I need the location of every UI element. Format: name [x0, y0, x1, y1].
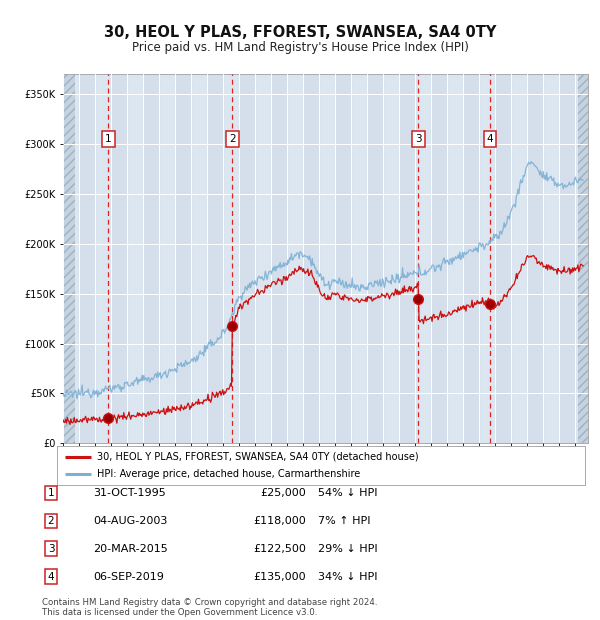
Text: 2: 2	[229, 134, 236, 144]
Text: This data is licensed under the Open Government Licence v3.0.: This data is licensed under the Open Gov…	[42, 608, 317, 617]
Text: £118,000: £118,000	[253, 516, 306, 526]
Bar	[79, 74, 95, 443]
Text: 06-SEP-2019: 06-SEP-2019	[93, 572, 164, 582]
Text: 29% ↓ HPI: 29% ↓ HPI	[318, 544, 377, 554]
Text: 4: 4	[47, 572, 55, 582]
Text: 04-AUG-2003: 04-AUG-2003	[93, 516, 167, 526]
Text: HPI: Average price, detached house, Carmarthenshire: HPI: Average price, detached house, Carm…	[97, 469, 360, 479]
Text: 1: 1	[47, 488, 55, 498]
Text: 34% ↓ HPI: 34% ↓ HPI	[318, 572, 377, 582]
Text: 1: 1	[105, 134, 112, 144]
Bar	[399, 74, 415, 443]
Bar	[495, 74, 511, 443]
Text: 4: 4	[487, 134, 493, 144]
Bar	[207, 74, 223, 443]
Bar	[63, 74, 75, 443]
Bar	[143, 74, 159, 443]
Bar	[367, 74, 383, 443]
Text: 7% ↑ HPI: 7% ↑ HPI	[318, 516, 371, 526]
Text: 20-MAR-2015: 20-MAR-2015	[93, 544, 168, 554]
Text: £135,000: £135,000	[253, 572, 306, 582]
Text: Price paid vs. HM Land Registry's House Price Index (HPI): Price paid vs. HM Land Registry's House …	[131, 41, 469, 53]
Bar	[431, 74, 447, 443]
Text: 30, HEOL Y PLAS, FFOREST, SWANSEA, SA4 0TY (detached house): 30, HEOL Y PLAS, FFOREST, SWANSEA, SA4 0…	[97, 452, 418, 462]
Bar	[271, 74, 287, 443]
Text: 3: 3	[47, 544, 55, 554]
Text: 30, HEOL Y PLAS, FFOREST, SWANSEA, SA4 0TY: 30, HEOL Y PLAS, FFOREST, SWANSEA, SA4 0…	[104, 25, 496, 40]
Bar	[463, 74, 479, 443]
Text: £25,000: £25,000	[260, 488, 306, 498]
Bar	[175, 74, 191, 443]
Text: £122,500: £122,500	[253, 544, 306, 554]
Bar	[303, 74, 319, 443]
Text: 54% ↓ HPI: 54% ↓ HPI	[318, 488, 377, 498]
Text: 3: 3	[415, 134, 422, 144]
Text: Contains HM Land Registry data © Crown copyright and database right 2024.: Contains HM Land Registry data © Crown c…	[42, 598, 377, 607]
Text: 2: 2	[47, 516, 55, 526]
Bar	[527, 74, 543, 443]
Bar	[559, 74, 575, 443]
Text: 31-OCT-1995: 31-OCT-1995	[93, 488, 166, 498]
Bar	[239, 74, 255, 443]
Bar	[111, 74, 127, 443]
Bar	[578, 74, 588, 443]
Bar	[335, 74, 351, 443]
